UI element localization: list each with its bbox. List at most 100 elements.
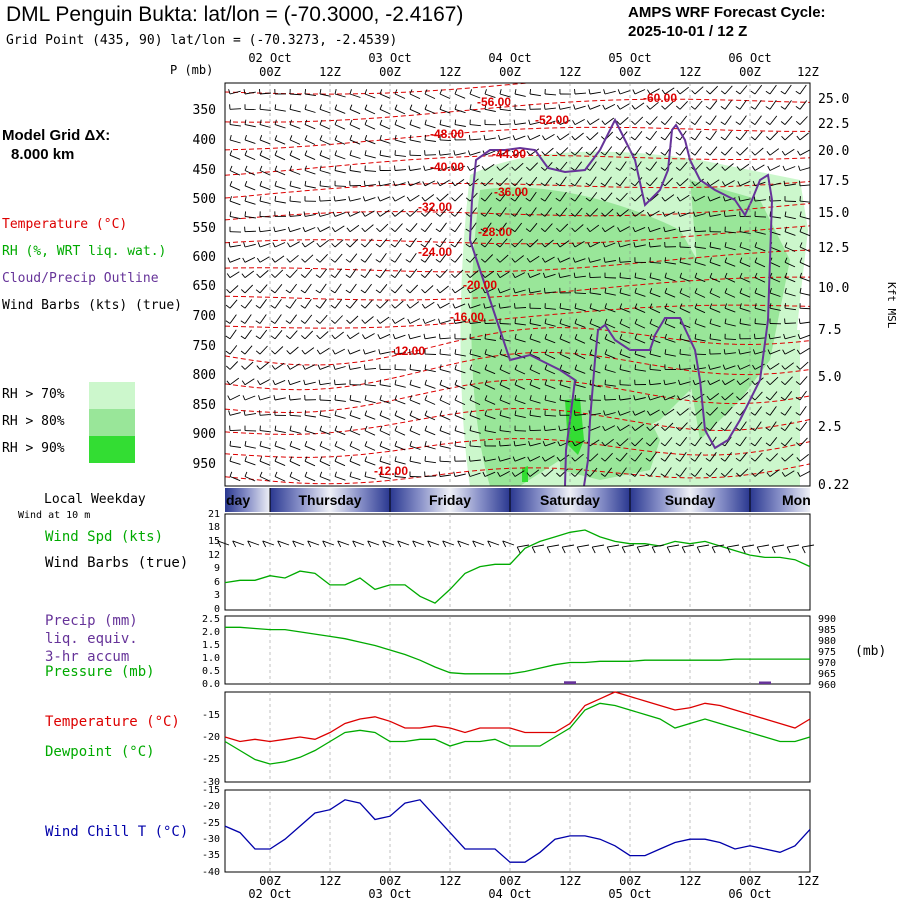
surface-wind-barb-flag — [771, 546, 776, 554]
wind-barb — [454, 269, 464, 278]
wind-barb — [259, 299, 267, 309]
wind-barb-flag — [750, 121, 756, 125]
wind-barb-flag — [675, 167, 681, 171]
wind-barb — [274, 154, 286, 161]
wind-barb — [394, 368, 407, 371]
wind-barb-flag — [514, 395, 517, 401]
wind-barb-flag — [319, 150, 323, 156]
wind-barb — [349, 139, 361, 145]
wind-barb-flag — [544, 349, 548, 355]
wind-barb — [754, 307, 766, 312]
wind-barb-flag — [527, 135, 531, 141]
wind-barb-flag — [754, 257, 758, 263]
wind-barb — [319, 331, 329, 340]
wind-barb-flag — [619, 257, 621, 263]
wind-barb — [394, 253, 402, 263]
wind-barb — [304, 139, 316, 145]
wind-barb-flag — [319, 165, 322, 171]
wind-barb — [559, 119, 571, 126]
wind-barb-flag — [542, 119, 546, 125]
wind-barb-flag — [664, 303, 668, 309]
wind-tick: 21 — [208, 509, 220, 520]
wind-barb — [364, 445, 376, 451]
wind-barb — [334, 399, 346, 402]
wind-barb — [274, 228, 286, 233]
wind-barb — [769, 148, 780, 156]
wind-barb-flag — [240, 320, 246, 324]
wind-barb — [754, 452, 763, 462]
wind-barb-flag — [454, 395, 458, 401]
wind-barb — [289, 460, 301, 467]
wind-barb — [754, 115, 762, 125]
wind-barb — [724, 392, 734, 401]
wind-barb — [304, 124, 316, 130]
wind-barb-flag — [496, 258, 501, 263]
wind-barb — [484, 150, 496, 156]
wind-barb — [394, 223, 403, 233]
wind-barb-flag — [540, 213, 546, 217]
wind-barb-flag — [375, 243, 381, 248]
wind-barb — [769, 376, 779, 386]
wind-barb — [259, 430, 271, 433]
wind-barb-flag — [661, 105, 666, 110]
wind-barb — [664, 292, 676, 298]
wind-barb-flag — [244, 440, 247, 446]
wind-barb — [319, 226, 331, 233]
wind-barb — [709, 179, 720, 187]
wind-barb-flag — [540, 182, 546, 187]
wind-barb — [424, 430, 436, 436]
wind-barb — [544, 107, 556, 110]
wind-barb-flag — [556, 456, 561, 462]
wind-barb-flag — [720, 411, 726, 416]
wind-barb-flag — [511, 472, 516, 477]
wind-barb — [589, 307, 601, 312]
wind-barb-flag — [364, 471, 367, 477]
wind-barb-flag — [542, 257, 546, 263]
wind-barb-flag — [619, 364, 622, 370]
wind-barb-flag — [244, 471, 248, 477]
precip-legend-line-1: Precip (mm) — [45, 613, 138, 629]
wind-barb — [229, 377, 240, 386]
wind-barb — [619, 384, 632, 386]
wind-barb — [664, 261, 676, 265]
wind-barb — [649, 116, 658, 125]
wind-barb — [424, 253, 432, 263]
wind-barb-flag — [645, 167, 651, 171]
wind-barb — [694, 407, 704, 416]
bottom-hour: 00Z — [619, 874, 641, 888]
wind-barb-flag — [394, 441, 398, 447]
wind-barb-flag — [409, 89, 413, 95]
wind-barb-flag — [484, 364, 488, 370]
wind-barb-flag — [782, 349, 786, 355]
wind-barb-flag — [600, 197, 606, 202]
wind-barb-flag — [274, 119, 277, 125]
wind-barb — [334, 315, 343, 324]
height-tick: 22.5 — [818, 117, 849, 132]
wind-barb — [559, 307, 571, 311]
wind-barb-flag — [647, 226, 651, 232]
wind-barb — [664, 467, 672, 477]
wind-barb — [784, 132, 794, 141]
wind-barb — [604, 412, 616, 416]
wind-barb-flag — [229, 196, 232, 202]
wind-barb-flag — [781, 381, 786, 386]
wind-barb-flag — [675, 121, 681, 125]
wind-barb — [229, 90, 241, 95]
wind-barb — [649, 227, 661, 233]
wind-barb — [769, 437, 778, 447]
wind-barb — [619, 192, 628, 202]
wind-barb-flag — [543, 287, 546, 293]
pressure-tick: 350 — [193, 103, 216, 118]
wind-barb-flag — [784, 242, 788, 248]
wind-barb — [514, 456, 526, 462]
wind-barb — [724, 406, 733, 416]
wind-barb-flag — [439, 440, 442, 446]
wind-barb-flag — [765, 121, 771, 125]
wind-barb — [709, 100, 718, 110]
wind-barb-flag — [768, 333, 771, 339]
wind-barb — [559, 338, 571, 344]
wind-barb — [559, 257, 571, 263]
wind-barb-flag — [724, 272, 728, 278]
wind-barb-flag — [660, 152, 666, 156]
